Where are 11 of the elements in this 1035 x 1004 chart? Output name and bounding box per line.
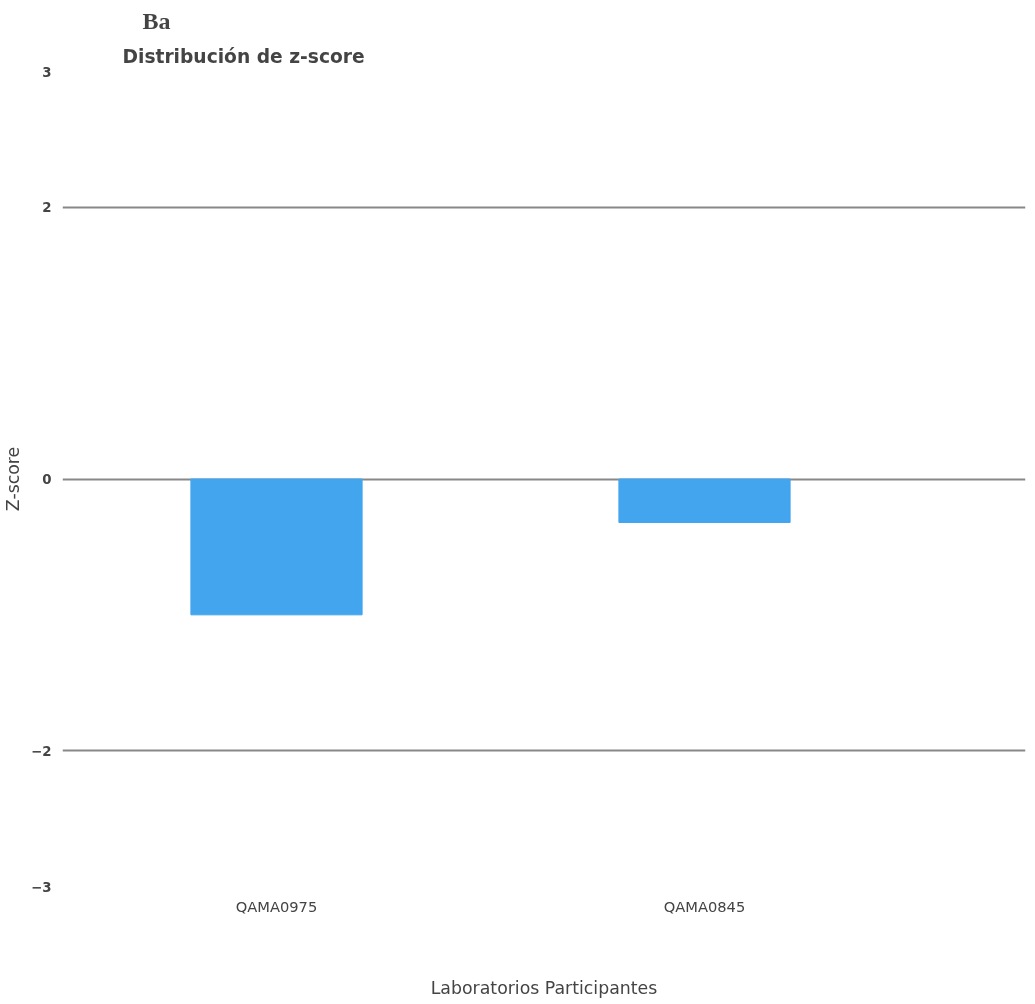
- chart-subtitle: Distribución de z-score: [122, 45, 365, 67]
- x-tick-label: QAMA0975: [235, 897, 318, 915]
- y-tick-label: −3: [31, 879, 52, 895]
- chart-title: Ba: [142, 7, 171, 34]
- y-axis-title: Z-score: [3, 446, 24, 512]
- x-tick-label: QAMA0845: [663, 897, 746, 915]
- y-tick-label: 0: [42, 472, 52, 487]
- y-tick-label: 2: [42, 200, 52, 216]
- x-axis-title: Laboratorios Participantes: [430, 977, 658, 998]
- y-tick-label: −2: [31, 743, 52, 759]
- y-tick-label: 3: [42, 64, 52, 80]
